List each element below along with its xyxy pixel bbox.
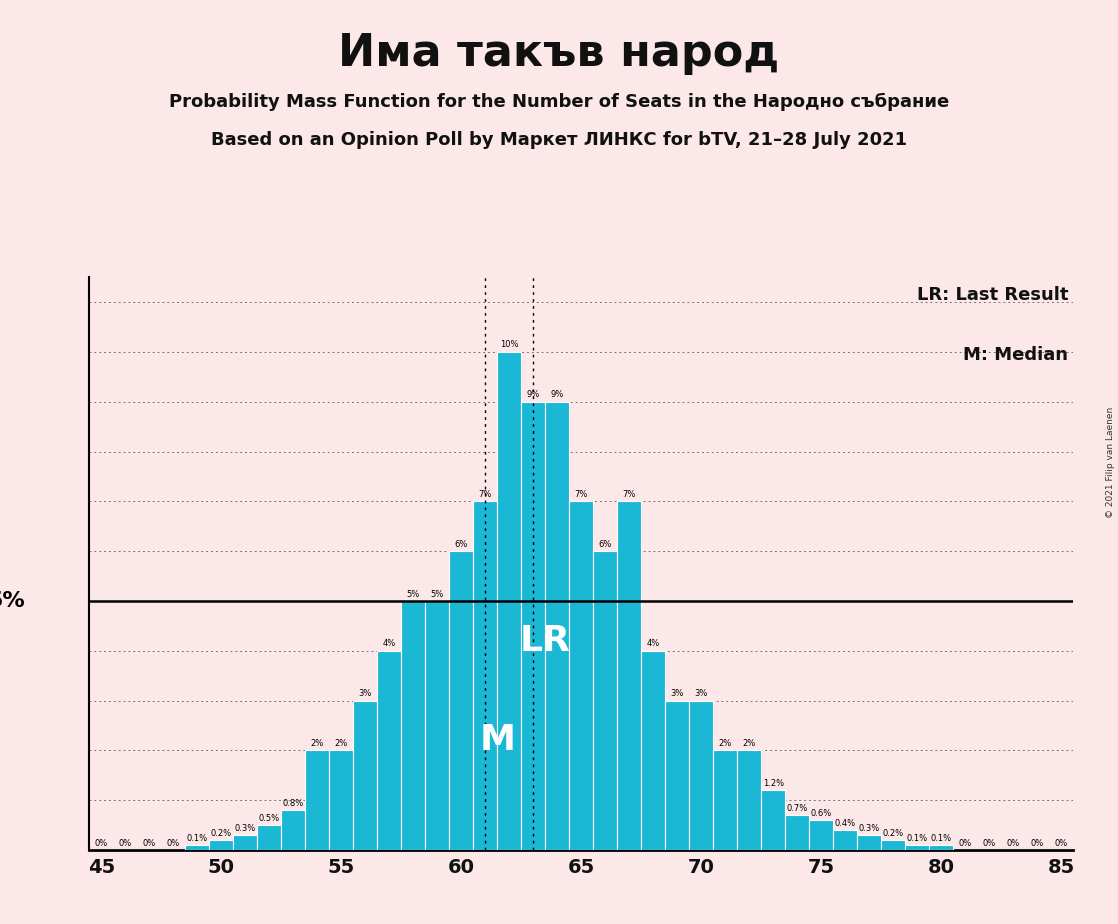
Text: LR: Last Result: LR: Last Result <box>917 286 1069 304</box>
Text: M: M <box>480 723 515 758</box>
Text: 0%: 0% <box>167 839 180 847</box>
Bar <box>521 402 546 850</box>
Bar <box>785 815 809 850</box>
Text: 4%: 4% <box>646 639 660 649</box>
Bar <box>713 750 738 850</box>
Bar <box>473 502 498 850</box>
Text: 5%: 5% <box>407 590 420 599</box>
Text: 1.2%: 1.2% <box>762 779 784 788</box>
Text: 5%: 5% <box>430 590 444 599</box>
Text: Probability Mass Function for the Number of Seats in the Народно събрание: Probability Mass Function for the Number… <box>169 92 949 111</box>
Bar <box>761 790 785 850</box>
Text: Based on an Opinion Poll by Маркет ЛИНКС for bTV, 21–28 July 2021: Based on an Opinion Poll by Маркет ЛИНКС… <box>211 131 907 149</box>
Text: 0%: 0% <box>958 839 972 847</box>
Text: 0%: 0% <box>1031 839 1044 847</box>
Bar <box>330 750 353 850</box>
Text: 0%: 0% <box>1054 839 1068 847</box>
Bar <box>594 552 617 850</box>
Text: 0%: 0% <box>1006 839 1020 847</box>
Text: Има такъв народ: Има такъв народ <box>339 32 779 76</box>
Text: 0.4%: 0.4% <box>835 819 856 828</box>
Text: 0%: 0% <box>983 839 996 847</box>
Text: 6%: 6% <box>455 540 468 549</box>
Text: 0.6%: 0.6% <box>811 808 832 818</box>
Text: 7%: 7% <box>575 490 588 499</box>
Bar <box>906 845 929 850</box>
Text: 0.5%: 0.5% <box>259 814 280 822</box>
Bar <box>378 650 401 850</box>
Bar <box>569 502 594 850</box>
Text: 0.1%: 0.1% <box>907 833 928 843</box>
Text: 9%: 9% <box>551 390 563 399</box>
Bar <box>642 650 665 850</box>
Text: M: Median: M: Median <box>964 346 1069 364</box>
Text: 0.7%: 0.7% <box>787 804 808 813</box>
Bar <box>209 840 234 850</box>
Text: 7%: 7% <box>479 490 492 499</box>
Bar <box>617 502 642 850</box>
Text: © 2021 Filip van Laenen: © 2021 Filip van Laenen <box>1106 407 1115 517</box>
Text: 3%: 3% <box>359 689 372 699</box>
Text: 5%: 5% <box>0 591 26 611</box>
Bar <box>401 601 425 850</box>
Text: 0.3%: 0.3% <box>235 823 256 833</box>
Text: 3%: 3% <box>694 689 708 699</box>
Bar <box>833 830 858 850</box>
Bar <box>690 700 713 850</box>
Text: 2%: 2% <box>742 739 756 748</box>
Text: 4%: 4% <box>382 639 396 649</box>
Text: 0%: 0% <box>95 839 108 847</box>
Text: 2%: 2% <box>719 739 732 748</box>
Bar <box>738 750 761 850</box>
Bar <box>234 835 257 850</box>
Bar <box>881 840 906 850</box>
Text: 0.1%: 0.1% <box>931 833 951 843</box>
Bar <box>186 845 209 850</box>
Bar <box>449 552 473 850</box>
Text: 9%: 9% <box>527 390 540 399</box>
Text: 0.8%: 0.8% <box>283 798 304 808</box>
Text: 0.1%: 0.1% <box>187 833 208 843</box>
Text: 0.3%: 0.3% <box>859 823 880 833</box>
Text: 6%: 6% <box>598 540 612 549</box>
Bar <box>858 835 881 850</box>
Bar <box>257 825 282 850</box>
Bar <box>665 700 690 850</box>
Text: 0.2%: 0.2% <box>211 829 231 838</box>
Bar <box>282 810 305 850</box>
Text: 3%: 3% <box>671 689 684 699</box>
Text: 2%: 2% <box>311 739 324 748</box>
Bar <box>425 601 449 850</box>
Bar <box>929 845 954 850</box>
Text: 10%: 10% <box>500 340 519 349</box>
Bar <box>305 750 330 850</box>
Bar <box>353 700 378 850</box>
Text: 7%: 7% <box>623 490 636 499</box>
Bar <box>498 352 521 850</box>
Text: 2%: 2% <box>334 739 348 748</box>
Text: LR: LR <box>520 624 571 658</box>
Bar <box>809 821 833 850</box>
Text: 0.2%: 0.2% <box>883 829 903 838</box>
Bar <box>546 402 569 850</box>
Text: 0%: 0% <box>119 839 132 847</box>
Text: 0%: 0% <box>143 839 157 847</box>
